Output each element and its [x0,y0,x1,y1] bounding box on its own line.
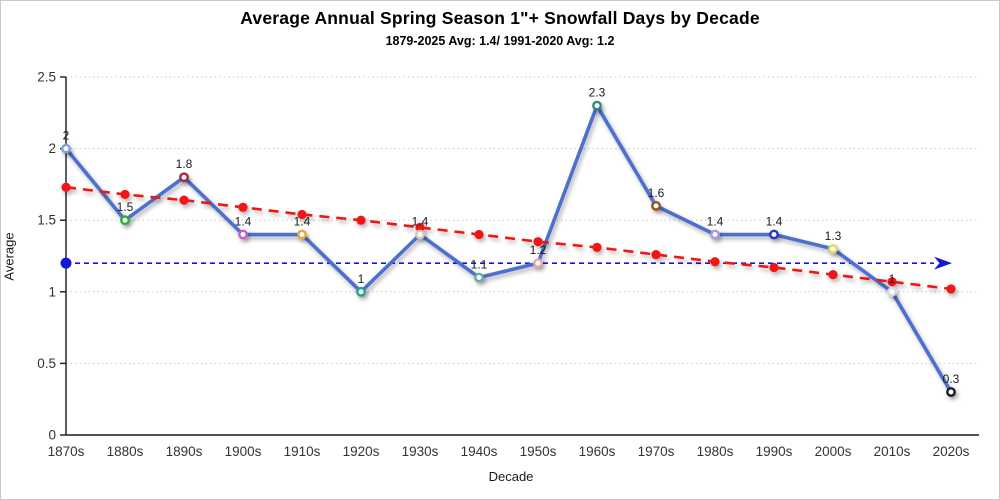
data-point-marker [828,243,838,254]
y-tick-label: 2 [48,141,56,156]
data-point-label: 1.6 [648,186,665,200]
chart-subtitle: 1879-2025 Avg: 1.4/ 1991-2020 Avg: 1.2 [385,34,615,48]
data-point-marker [946,387,956,397]
trend-point-marker [179,195,189,205]
data-point-marker [238,229,248,240]
x-tick-label: 1950s [520,444,557,459]
data-point-label: 1.5 [117,200,134,214]
trend-line [61,182,956,294]
data-point-marker [415,229,425,240]
x-tick-label: 2020s [933,444,970,459]
data-point-marker [120,215,130,226]
data-point-marker [710,229,720,240]
data-point-label: 1.3 [825,229,842,243]
snowfall-line [64,103,953,394]
x-tick-label: 1930s [402,444,439,459]
trend-point-marker [828,270,838,280]
data-point-label: 1 [358,272,365,286]
trend-point-marker [120,189,130,200]
data-point-marker [887,286,897,297]
y-gridlines [66,76,979,364]
trend-point-marker [415,222,425,232]
data-point-label: 1.8 [176,157,193,171]
x-tick-label: 1900s [225,444,262,459]
reference-start-dot [60,257,72,269]
data-point-label: 1.4 [766,215,783,229]
data-point-label: 1 [889,272,896,286]
x-tick-label: 1910s [284,444,321,459]
data-point-marker [592,100,602,111]
data-point-marker [297,229,307,240]
y-tick-label: 1.5 [37,213,56,228]
x-tick-label: 1880s [107,444,144,459]
axes [60,76,979,436]
y-tick-label: 0.5 [37,356,56,371]
x-axis-title: Decade [488,469,534,484]
x-tick-labels: 1870s 1880s 1890s 1900s 1910s 1920s 1930s 1940s… [48,444,970,459]
trend-point-marker [710,257,720,267]
trend-point-marker [61,182,71,192]
x-tick-label: 1940s [461,444,498,459]
data-point-marker [356,286,366,297]
trend-point-marker [769,262,779,273]
x-tick-label: 2010s [874,444,911,459]
data-point-label: 2 [63,129,70,143]
x-tick-label: 1990s [756,444,793,459]
x-tick-label: 1970s [638,444,675,459]
x-tick-label: 1960s [579,444,616,459]
data-point-label: 1.2 [530,243,547,257]
data-point-marker [651,200,661,211]
data-labels: 2 1.5 1.8 1.4 1.4 1 1.4 1.1 1.2 2.3 1.6 1.4 1.4 1.3 1 0… [63,86,960,386]
data-point-marker [533,258,543,269]
data-point-label: 1.4 [707,215,724,229]
y-tick-label: 0 [48,428,56,443]
x-tick-label: 1870s [48,444,85,459]
data-point-label: 1.4 [294,215,311,229]
trend-point-marker [474,229,484,240]
chart-title: Average Annual Spring Season 1"+ Snowfal… [240,8,760,28]
data-point-label: 1.1 [471,257,488,271]
trend-point-marker [238,202,248,212]
reference-line [60,256,952,270]
main-series-line [64,103,953,394]
data-point-label: 0.3 [943,372,960,386]
y-tick-label: 1 [48,284,56,299]
data-point-marker [769,229,779,240]
trend-dashed-line [65,185,952,291]
data-point-label: 1.4 [412,215,429,229]
trend-point-marker [297,209,307,220]
trend-point-marker [533,237,543,247]
y-axis-title: Average [1,232,17,281]
data-point-marker [179,172,189,183]
x-tick-label: 2000s [815,444,852,459]
data-point-label: 2.3 [589,86,606,100]
data-point-marker [474,272,484,283]
trend-point-marker [592,242,602,253]
x-tick-label: 1980s [697,444,734,459]
x-tick-label: 1920s [343,444,380,459]
arrow-right-icon [934,256,952,270]
trend-point-marker [356,215,366,225]
y-tick-labels: 0 0.5 1 1.5 2 2.5 [37,70,56,443]
trend-point-marker [946,284,956,294]
x-tick-label: 1890s [166,444,203,459]
y-tick-label: 2.5 [37,70,56,85]
data-point-label: 1.4 [235,215,252,229]
trend-point-marker [887,277,897,287]
data-point-marker [61,143,71,154]
trend-point-marker [651,249,661,260]
main-series-markers [61,100,956,397]
